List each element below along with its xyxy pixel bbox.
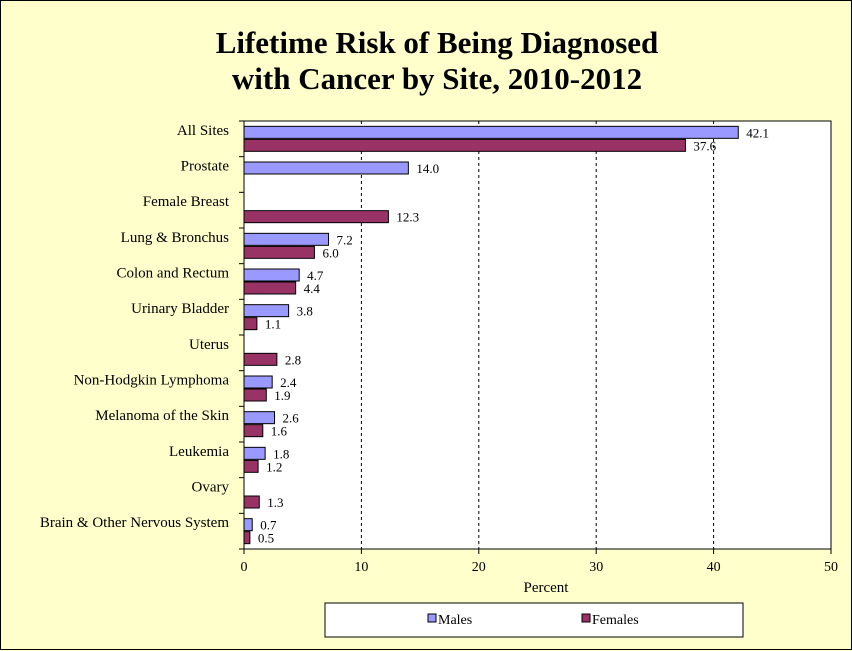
chart-title-line-1: Lifetime Risk of Being Diagnosed xyxy=(216,25,659,60)
bar-females xyxy=(243,388,267,402)
x-tick-label: 50 xyxy=(824,560,838,575)
data-label-males: 4.7 xyxy=(307,268,324,283)
bar-males xyxy=(243,268,300,282)
category-labels: All Sites Prostate Female Breast Lung & Bro… xyxy=(40,123,230,531)
bar-females xyxy=(243,138,686,152)
data-label-females: 6.0 xyxy=(322,245,338,260)
data-label-males: 3.8 xyxy=(297,304,313,319)
x-tick-label: 40 xyxy=(707,560,721,575)
x-tick-labels: 0 10 20 30 40 50 xyxy=(241,560,839,575)
legend: Males Females xyxy=(324,602,744,638)
data-label-females: 1.2 xyxy=(266,459,282,474)
chart-title-line-2: with Cancer by Site, 2010-2012 xyxy=(232,61,642,96)
bar-females xyxy=(243,352,278,366)
bar-females xyxy=(243,495,260,509)
category-label: Leukemia xyxy=(169,444,229,460)
labels-layer: 42.1 14.0 7.2 4.7 3.8 2.4 2.6 1.8 0.7 37.6 12.3 6.0… xyxy=(258,125,769,545)
bars-layer xyxy=(243,125,739,545)
category-label: Non-Hodgkin Lymphoma xyxy=(74,373,230,389)
bar-females xyxy=(243,281,297,295)
x-tick-label: 30 xyxy=(589,560,603,575)
category-label: All Sites xyxy=(177,123,229,139)
bar-females xyxy=(243,210,389,224)
category-label: Melanoma of the Skin xyxy=(95,408,229,424)
category-label: Brain & Other Nervous System xyxy=(40,515,229,531)
category-label: Colon and Rectum xyxy=(117,266,230,282)
bar-males xyxy=(243,446,266,460)
data-label-females: 37.6 xyxy=(693,138,716,153)
data-label-males: 1.8 xyxy=(273,446,289,461)
data-label-females: 1.6 xyxy=(271,424,288,439)
data-label-females: 1.1 xyxy=(265,317,281,332)
category-label: Uterus xyxy=(189,337,229,353)
data-label-males: 2.4 xyxy=(280,375,297,390)
bar-males xyxy=(243,125,739,139)
category-label: Female Breast xyxy=(143,194,230,210)
data-label-males: 14.0 xyxy=(416,161,439,176)
legend-box xyxy=(324,602,744,638)
x-tick-label: 0 xyxy=(241,560,248,575)
bar-males xyxy=(243,518,253,532)
bar-females xyxy=(243,245,315,259)
x-axis-title: Percent xyxy=(524,580,570,596)
legend-label-males: Males xyxy=(438,613,472,628)
category-label: Ovary xyxy=(192,480,230,496)
bar-males xyxy=(243,411,276,425)
data-label-females: 2.8 xyxy=(285,352,301,367)
category-label: Lung & Bronchus xyxy=(121,230,229,246)
legend-swatch-females xyxy=(581,613,591,623)
bar-males xyxy=(243,304,290,318)
data-label-males: 42.1 xyxy=(746,125,769,140)
data-label-males: 7.2 xyxy=(337,232,353,247)
category-label: Urinary Bladder xyxy=(131,301,229,317)
bar-females xyxy=(243,459,259,473)
bar-males xyxy=(243,375,273,389)
plot-area xyxy=(243,120,832,550)
data-label-males: 2.6 xyxy=(283,411,300,426)
data-label-females: 1.9 xyxy=(274,388,290,403)
data-label-females: 12.3 xyxy=(396,210,419,225)
bar-females xyxy=(243,317,258,331)
data-label-females: 1.3 xyxy=(267,495,283,510)
bar-females xyxy=(243,531,251,545)
x-tick-label: 20 xyxy=(472,560,486,575)
data-label-females: 4.4 xyxy=(304,281,321,296)
bar-females xyxy=(243,424,264,438)
data-label-males: 0.7 xyxy=(260,518,277,533)
legend-label-females: Females xyxy=(592,613,639,628)
legend-swatch-males xyxy=(427,613,437,623)
bar-males xyxy=(243,232,330,246)
data-label-females: 0.5 xyxy=(258,531,274,546)
bar-males xyxy=(243,161,409,175)
grid-layer xyxy=(239,120,832,554)
x-tick-label: 10 xyxy=(354,560,368,575)
category-label: Prostate xyxy=(181,159,230,175)
